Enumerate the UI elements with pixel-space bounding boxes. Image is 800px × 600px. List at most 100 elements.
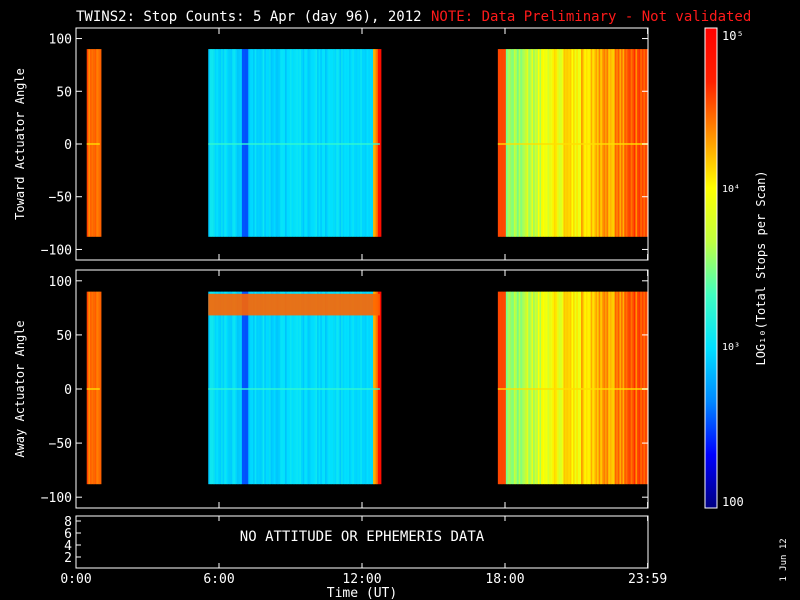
away-heat-column [93,291,96,485]
away-heat-column [614,291,617,485]
toward-heat-column [291,49,294,237]
toward-heat-column [368,49,371,237]
away-heat-column [616,291,619,485]
generation-date: 1 Jun 12 [779,538,789,581]
toward-heat-column [270,49,273,237]
toward-heat-column [633,49,636,237]
toward-heat-column [336,49,339,237]
away-heat-column [339,291,342,485]
away-heat-column [86,291,89,485]
away-heat-column [537,291,540,485]
toward-heat-column [235,49,238,237]
toward-heat-column [341,49,343,237]
colorbar-tick-1e4: 10⁴ [722,184,740,195]
away-heat-column [360,291,363,485]
toward-ytick-label: 50 [56,85,72,100]
away-heat-column [515,291,518,485]
away-heat-column [630,291,633,485]
toward-heat-column [533,49,535,237]
toward-heat-column [558,49,561,237]
toward-heat-column [374,49,377,237]
toward-heat-column [272,49,275,237]
away-heat-column [235,291,238,485]
away-heat-column [325,291,327,485]
away-heat-column [229,291,231,485]
away-heat-column [209,291,212,485]
toward-heat-column [622,49,625,237]
toward-heat-column [310,49,313,237]
toward-heat-column [613,49,615,237]
away-heat-column [289,291,292,485]
toward-heat-column [529,49,532,237]
away-heat-column [264,291,267,485]
toward-heat-column [334,49,337,237]
time-tick-label: 18:00 [485,572,524,587]
away-heat-column [525,291,527,485]
away-heat-column [294,291,297,485]
toward-heat-column [579,49,582,237]
away-heat-column [94,291,97,485]
away-heat-column [248,291,251,485]
away-heat-column [334,291,337,485]
toward-heat-column [97,49,100,237]
toward-heat-column [302,49,305,237]
away-heat-column [571,291,574,485]
toward-heat-column [553,49,556,237]
away-heat-column [371,291,374,485]
away-heat-column [601,291,604,485]
away-heat-column [283,291,286,485]
away-heat-column [509,291,511,485]
away-zero-band [497,388,648,390]
away-heat-column [565,291,567,485]
toward-heat-column [269,49,271,237]
away-heat-column [256,291,259,485]
away-heat-column [619,291,622,485]
toward-heat-column [537,49,540,237]
away-heat-column [369,291,372,485]
toward-heat-column [574,49,577,237]
away-heat-column [238,291,241,485]
away-heat-column [585,291,588,485]
preliminary-note: NOTE: Data Preliminary - Not validated [431,9,751,25]
away-heat-column [504,291,507,485]
toward-heat-column [328,49,331,237]
away-heat-column [275,291,278,485]
away-heat-column [297,291,300,485]
away-heat-column [621,291,623,485]
away-heat-column [561,291,564,485]
toward-heat-column [350,49,353,237]
away-heat-column [643,291,646,485]
away-heat-column [373,291,375,485]
away-heat-column [243,291,246,485]
away-heat-column [310,291,313,485]
toward-heat-column [525,49,527,237]
away-heat-column [273,291,276,485]
toward-heat-column [278,49,281,237]
away-heat-column [99,291,102,485]
away-heat-column [528,291,531,485]
toward-heat-column [561,49,564,237]
toward-heat-column [299,49,302,237]
toward-heat-column [262,49,265,237]
away-heat-column [357,291,359,485]
away-heat-column [563,291,566,485]
away-heat-column [555,291,558,485]
toward-heat-column [632,49,635,237]
away-heat-column [587,291,590,485]
away-heat-column [544,291,547,485]
toward-heat-column [589,49,591,237]
toward-heat-column [94,49,97,237]
away-heat-column [577,291,580,485]
toward-heat-column [526,49,529,237]
away-heat-column [595,291,598,485]
toward-heat-column [99,49,102,237]
time-axis: 0:00 6:00 12:00 18:00 23:59 [60,28,667,587]
away-heat-column [291,291,294,485]
toward-heat-column [625,49,628,237]
away-heat-column [502,291,505,485]
away-heat-column [261,291,263,485]
toward-heat-column [321,49,324,237]
colorbar-min-label: 100 [722,495,744,509]
toward-heat-column [293,49,295,237]
toward-heat-column [358,49,361,237]
